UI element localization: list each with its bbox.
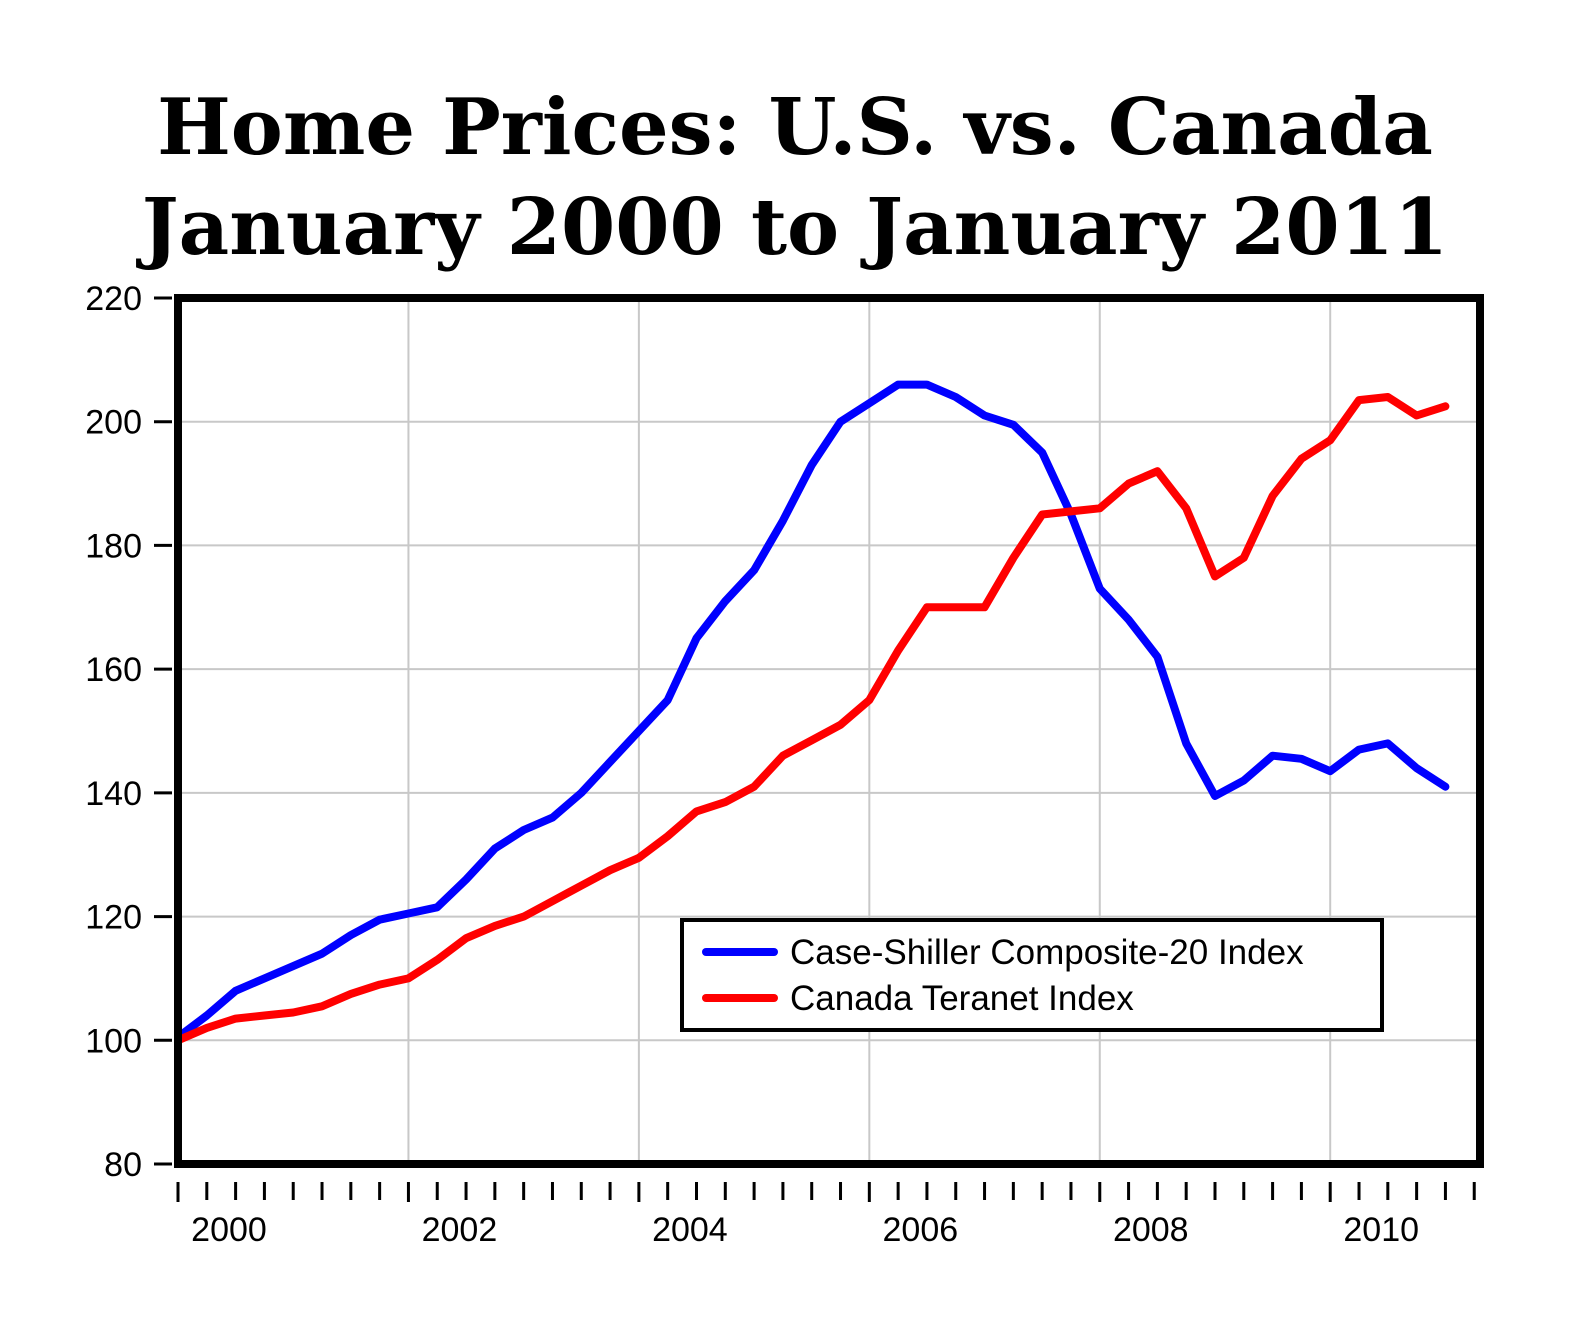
x-axis: 2000 2002 2004 2006 2008 2010 bbox=[176, 1182, 1476, 1249]
plot-frame bbox=[174, 294, 1484, 1168]
series-line-1 bbox=[174, 380, 1450, 1042]
chart-title: Home Prices: U.S. vs. Canada bbox=[157, 82, 1433, 173]
x-tick-label: 2006 bbox=[883, 1211, 959, 1249]
x-tick-label: 2008 bbox=[1113, 1211, 1189, 1249]
y-tick-label: 200 bbox=[85, 404, 142, 442]
series-lines bbox=[174, 380, 1450, 1045]
legend: Case-Shiller Composite-20 Index Canada Te… bbox=[680, 918, 1384, 1032]
legend-label-2: Canada Teranet Index bbox=[790, 979, 1134, 1018]
x-tick-label: 2004 bbox=[652, 1211, 728, 1249]
x-tick-label: 2002 bbox=[422, 1211, 498, 1249]
legend-label-1: Case-Shiller Composite-20 Index bbox=[790, 933, 1304, 972]
y-tick-label: 160 bbox=[85, 651, 142, 689]
x-tick-label: 2000 bbox=[191, 1211, 267, 1249]
y-axis: 80 100 120 140 160 180 200 220 bbox=[85, 280, 172, 1184]
x-tick-label: 2010 bbox=[1343, 1211, 1419, 1249]
y-tick-label: 220 bbox=[85, 280, 142, 318]
chart-subtitle: January 2000 to January 2011 bbox=[141, 182, 1449, 273]
y-tick-label: 140 bbox=[85, 775, 142, 813]
y-tick-label: 180 bbox=[85, 527, 142, 565]
y-tick-label: 80 bbox=[104, 1146, 142, 1184]
y-tick-label: 120 bbox=[85, 899, 142, 937]
y-tick-label: 100 bbox=[85, 1022, 142, 1060]
chart-title-block: Home Prices: U.S. vs. Canada January 200… bbox=[0, 78, 1590, 278]
legend-box bbox=[680, 918, 1384, 1032]
series-line-2 bbox=[174, 393, 1450, 1045]
